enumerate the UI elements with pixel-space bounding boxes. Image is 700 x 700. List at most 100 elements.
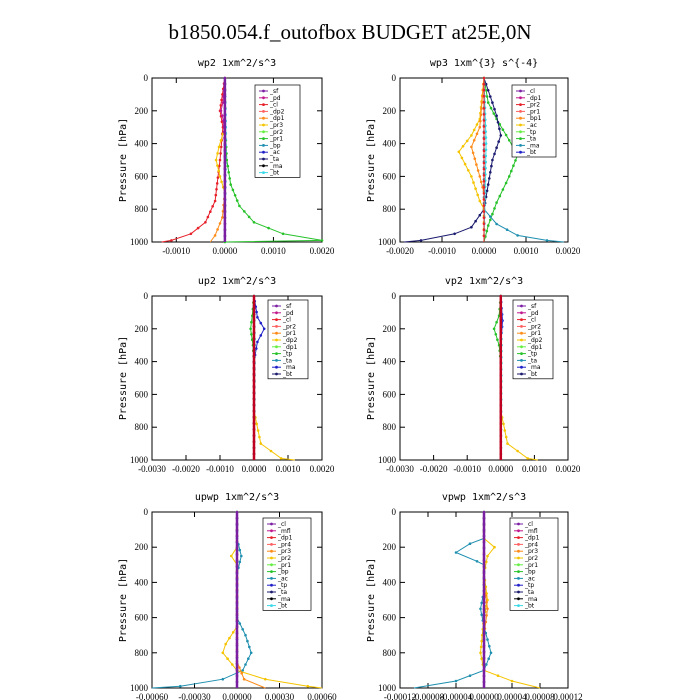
series-marker bbox=[235, 553, 239, 556]
legend-entry: _pr3 bbox=[269, 122, 283, 129]
x-tick-label: -0.0010 bbox=[453, 464, 481, 474]
series-marker bbox=[510, 679, 514, 683]
figure-title: b1850.054.f_outofbox BUDGET at25E,0N bbox=[168, 20, 532, 44]
legend-entry: _ta bbox=[527, 357, 537, 364]
legend-marker bbox=[275, 372, 278, 376]
series-marker bbox=[235, 668, 239, 672]
series-marker bbox=[504, 133, 508, 137]
x-tick-label: 0.00004 bbox=[497, 692, 527, 700]
y-tick-label: 800 bbox=[383, 422, 397, 432]
series-marker bbox=[216, 176, 220, 179]
series-marker bbox=[480, 613, 484, 616]
series-marker bbox=[320, 239, 324, 242]
series-marker bbox=[507, 139, 511, 142]
series-marker bbox=[479, 607, 482, 611]
series-marker bbox=[235, 662, 239, 665]
x-tick-label: 0.00012 bbox=[553, 692, 582, 700]
legend-marker bbox=[517, 556, 520, 560]
series-marker bbox=[482, 516, 486, 520]
series-marker bbox=[238, 204, 241, 208]
x-tick-label: -0.0010 bbox=[162, 246, 190, 256]
series-marker bbox=[461, 145, 465, 148]
x-tick-label: 0.00060 bbox=[307, 692, 337, 700]
x-tick-label: 0.0010 bbox=[522, 464, 547, 474]
series-marker bbox=[244, 663, 247, 666]
series-marker bbox=[252, 361, 256, 365]
legend-marker bbox=[519, 123, 522, 127]
series-marker bbox=[499, 440, 503, 444]
series-marker bbox=[482, 76, 486, 80]
series-marker bbox=[488, 644, 491, 648]
legend-marker bbox=[275, 352, 278, 355]
series-marker bbox=[499, 337, 503, 340]
series-marker bbox=[267, 226, 270, 230]
series-marker bbox=[482, 143, 486, 147]
legend-entry: _ac bbox=[269, 149, 280, 156]
series-marker bbox=[479, 119, 482, 123]
series-marker bbox=[214, 193, 218, 197]
series-marker bbox=[235, 626, 239, 629]
series-marker bbox=[489, 171, 492, 174]
x-tick-label: -0.00030 bbox=[178, 692, 211, 700]
legend-marker bbox=[270, 536, 273, 539]
series-marker bbox=[506, 442, 509, 445]
panel-title: vp2 1xm^2/s^3 bbox=[445, 276, 523, 287]
legend-marker bbox=[270, 570, 273, 573]
legend-entry: _tp bbox=[524, 582, 534, 589]
series-marker bbox=[454, 551, 458, 554]
series-marker bbox=[484, 148, 488, 152]
series-marker bbox=[486, 183, 490, 186]
series-marker bbox=[499, 134, 503, 137]
series-marker bbox=[211, 205, 214, 208]
legend-entry: _tp bbox=[527, 351, 537, 358]
series-marker bbox=[247, 215, 251, 219]
series-marker bbox=[470, 175, 473, 178]
y-tick-label: 0 bbox=[144, 507, 149, 517]
series-marker bbox=[220, 114, 224, 117]
series-marker bbox=[482, 674, 486, 678]
x-tick-label: -0.0020 bbox=[420, 464, 448, 474]
series-marker bbox=[482, 94, 486, 98]
series-marker bbox=[252, 294, 256, 298]
series-marker bbox=[493, 107, 496, 111]
series-marker bbox=[475, 132, 479, 136]
series-marker bbox=[485, 663, 488, 666]
legend-entry: _pr1 bbox=[269, 136, 283, 143]
series-marker bbox=[482, 571, 486, 574]
series-marker bbox=[499, 355, 503, 359]
y-tick-label: 600 bbox=[383, 389, 397, 399]
series-marker bbox=[491, 212, 494, 216]
panel-title: wp3 1xm^{3} s^{-4} bbox=[430, 58, 538, 69]
legend-entry: _pr1 bbox=[527, 330, 541, 337]
series-marker bbox=[472, 181, 475, 184]
series-marker bbox=[223, 113, 227, 116]
series-marker bbox=[223, 107, 227, 110]
series-marker bbox=[223, 192, 227, 195]
series-marker bbox=[255, 310, 258, 314]
legend-entry: _ma bbox=[277, 596, 291, 603]
series-marker bbox=[480, 657, 484, 660]
series-marker bbox=[473, 157, 477, 160]
series-marker bbox=[238, 622, 242, 625]
series-marker bbox=[223, 101, 227, 104]
legend-marker bbox=[519, 96, 522, 100]
legend-entry: _ta bbox=[282, 357, 292, 364]
series-marker bbox=[499, 373, 503, 377]
y-tick-label: 800 bbox=[383, 648, 397, 658]
y-tick-label: 800 bbox=[135, 204, 149, 214]
series-marker bbox=[252, 391, 256, 395]
series-marker bbox=[470, 225, 473, 229]
legend-marker bbox=[262, 144, 265, 147]
series-marker bbox=[224, 642, 227, 646]
series-marker bbox=[215, 182, 219, 185]
series-marker bbox=[482, 167, 486, 171]
series-marker bbox=[485, 189, 489, 193]
legend-marker bbox=[517, 583, 520, 587]
series-marker bbox=[499, 294, 503, 298]
series-marker bbox=[499, 422, 503, 425]
series-marker bbox=[235, 571, 239, 574]
series-marker bbox=[499, 361, 503, 365]
y-tick-label: 400 bbox=[135, 577, 149, 587]
series-marker bbox=[498, 127, 501, 131]
